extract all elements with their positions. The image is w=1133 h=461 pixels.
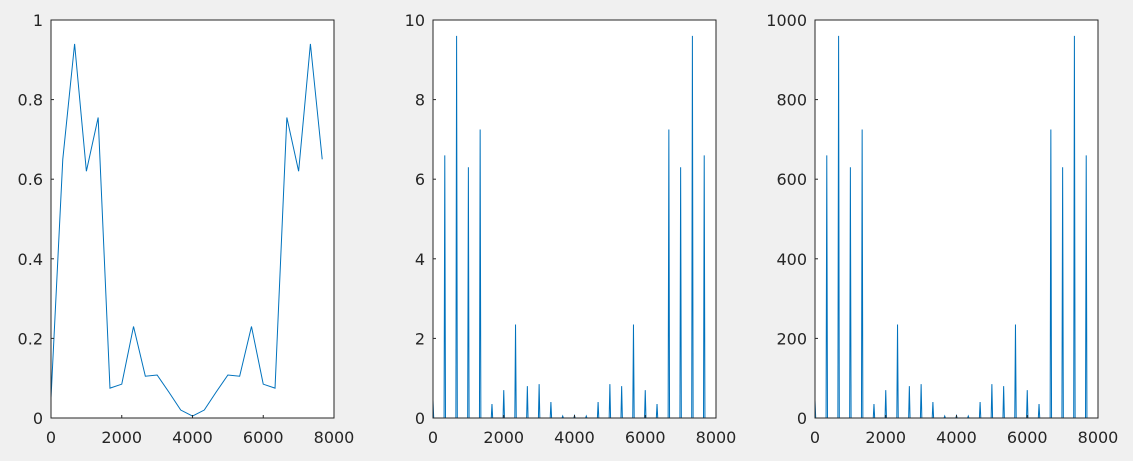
x-tick-label: 0 [810, 428, 820, 447]
y-tick-label: 0 [33, 409, 43, 428]
y-tick-label: 1 [33, 11, 43, 30]
y-tick-label: 1000 [766, 11, 807, 30]
x-tick-label: 8000 [314, 428, 355, 447]
y-tick-label: 0 [797, 409, 807, 428]
plot-area [433, 20, 716, 418]
x-tick-label: 4000 [936, 428, 977, 447]
x-tick-label: 0 [428, 428, 438, 447]
y-tick-label: 0 [415, 409, 425, 428]
x-tick-label: 4000 [554, 428, 595, 447]
plot-area [51, 20, 334, 418]
x-tick-label: 2000 [101, 428, 142, 447]
data-line [50, 43, 323, 417]
x-tick-label: 8000 [696, 428, 737, 447]
x-tick-label: 4000 [172, 428, 213, 447]
y-tick-label: 2 [415, 329, 425, 348]
y-tick-label: 600 [776, 170, 807, 189]
y-tick-label: 0.4 [18, 250, 43, 269]
y-tick-label: 0.6 [18, 170, 43, 189]
y-tick-label: 0.2 [18, 329, 43, 348]
y-tick-label: 6 [415, 170, 425, 189]
x-tick-label: 8000 [1078, 428, 1119, 447]
x-tick-label: 6000 [243, 428, 284, 447]
x-tick-label: 0 [46, 428, 56, 447]
x-tick-label: 2000 [483, 428, 524, 447]
x-tick-label: 2000 [865, 428, 906, 447]
y-tick-label: 200 [776, 329, 807, 348]
y-tick-label: 0.8 [18, 91, 43, 110]
x-tick-label: 6000 [625, 428, 666, 447]
y-tick-label: 800 [776, 91, 807, 110]
y-tick-label: 400 [776, 250, 807, 269]
x-tick-label: 6000 [1007, 428, 1048, 447]
y-tick-label: 4 [415, 250, 425, 269]
y-tick-label: 10 [405, 11, 425, 30]
plot-area [815, 20, 1098, 418]
y-tick-label: 8 [415, 91, 425, 110]
